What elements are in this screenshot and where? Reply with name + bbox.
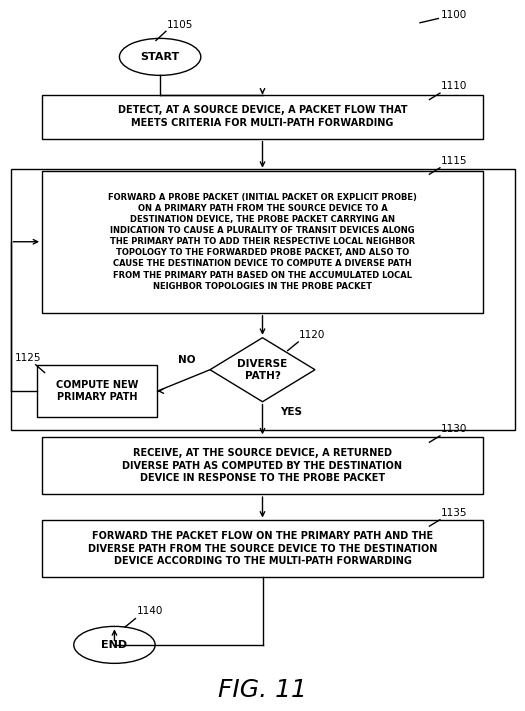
Text: 1140: 1140 — [136, 606, 163, 616]
Text: DIVERSE
PATH?: DIVERSE PATH? — [237, 359, 288, 380]
Text: 1125: 1125 — [15, 353, 41, 363]
Text: END: END — [101, 640, 128, 650]
Text: 1100: 1100 — [441, 10, 467, 20]
Text: COMPUTE NEW
PRIMARY PATH: COMPUTE NEW PRIMARY PATH — [56, 380, 138, 402]
Text: DETECT, AT A SOURCE DEVICE, A PACKET FLOW THAT
MEETS CRITERIA FOR MULTI-PATH FOR: DETECT, AT A SOURCE DEVICE, A PACKET FLO… — [118, 105, 407, 128]
Text: YES: YES — [280, 407, 302, 417]
Text: 1105: 1105 — [167, 20, 193, 30]
Text: FORWARD A PROBE PACKET (INITIAL PACKET OR EXPLICIT PROBE)
ON A PRIMARY PATH FROM: FORWARD A PROBE PACKET (INITIAL PACKET O… — [108, 193, 417, 291]
Bar — [10, 169, 514, 430]
Text: 1120: 1120 — [299, 330, 326, 340]
Text: RECEIVE, AT THE SOURCE DEVICE, A RETURNED
DIVERSE PATH AS COMPUTED BY THE DESTIN: RECEIVE, AT THE SOURCE DEVICE, A RETURNE… — [122, 449, 403, 483]
Text: 1115: 1115 — [441, 156, 467, 166]
Text: 1110: 1110 — [441, 81, 467, 91]
Bar — [37, 365, 158, 417]
Bar — [42, 95, 483, 139]
Text: 1135: 1135 — [441, 508, 467, 518]
Text: FIG. 11: FIG. 11 — [218, 678, 307, 702]
Text: NO: NO — [177, 355, 195, 365]
Text: 1130: 1130 — [441, 424, 467, 434]
Text: START: START — [141, 52, 180, 62]
Bar — [42, 437, 483, 494]
Text: FORWARD THE PACKET FLOW ON THE PRIMARY PATH AND THE
DIVERSE PATH FROM THE SOURCE: FORWARD THE PACKET FLOW ON THE PRIMARY P… — [88, 532, 437, 566]
Bar — [42, 171, 483, 313]
Bar — [42, 520, 483, 577]
